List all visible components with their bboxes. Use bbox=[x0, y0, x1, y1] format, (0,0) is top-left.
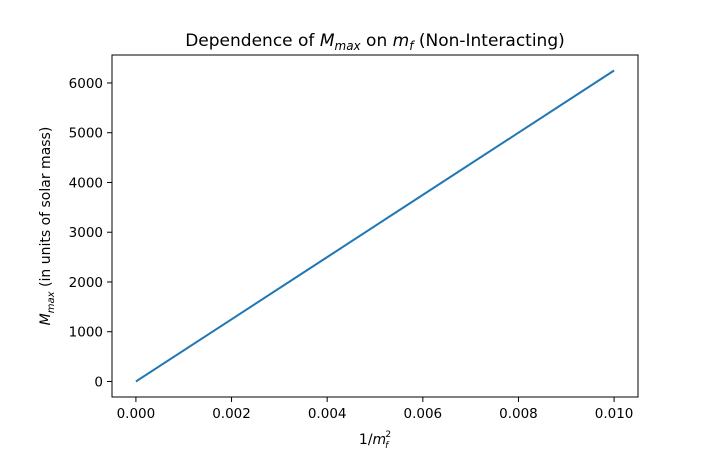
y-tick-label: 4000 bbox=[69, 175, 103, 191]
y-label-part-2: max bbox=[46, 291, 57, 313]
chart-title-part-7: (Non-Interacting) bbox=[413, 31, 564, 51]
x-tick-label: 0.000 bbox=[117, 406, 156, 422]
y-label-part-3: (in units of solar mass) bbox=[38, 127, 54, 292]
chart-title-part-3: max bbox=[335, 39, 362, 53]
x-tick-label: 0.002 bbox=[212, 406, 251, 422]
chart-title: Dependence of Mmax on mf (Non-Interactin… bbox=[185, 31, 565, 53]
x-tick-label: 0.008 bbox=[499, 406, 538, 422]
x-tick-label: 0.004 bbox=[308, 406, 347, 422]
chart-title-part-1: Dependence of bbox=[185, 31, 320, 51]
x-label-part-3: f bbox=[385, 441, 390, 451]
y-ticks: 0 1000 2000 3000 4000 5000 6000 bbox=[69, 76, 112, 390]
y-tick-label: 3000 bbox=[69, 225, 103, 241]
y-tick-label: 0 bbox=[94, 374, 103, 390]
y-label-part-1: M bbox=[38, 313, 54, 325]
x-ticks: 0.000 0.002 0.004 0.006 0.008 0.010 bbox=[117, 397, 634, 422]
chart-title-part-2: M bbox=[320, 31, 335, 51]
y-tick-label: 1000 bbox=[69, 325, 103, 341]
x-axis-label: 1/mf2 bbox=[359, 430, 391, 451]
chart-title-part-6: f bbox=[409, 39, 415, 53]
y-axis-label: Mmax (in units of solar mass) bbox=[38, 127, 57, 326]
series-line bbox=[135, 69, 615, 383]
x-label-part-1: 1/ bbox=[359, 432, 373, 448]
x-tick-label: 0.010 bbox=[595, 406, 634, 422]
chart-title-part-4: on bbox=[361, 31, 393, 51]
y-tick-label: 6000 bbox=[69, 76, 103, 92]
y-tick-label: 2000 bbox=[69, 275, 103, 291]
chart-title-part-5: m bbox=[393, 31, 410, 51]
x-label-part-2: m bbox=[373, 432, 387, 448]
x-label-part-4: 2 bbox=[385, 430, 391, 440]
y-tick-label: 5000 bbox=[69, 126, 103, 142]
x-tick-label: 0.006 bbox=[403, 406, 442, 422]
